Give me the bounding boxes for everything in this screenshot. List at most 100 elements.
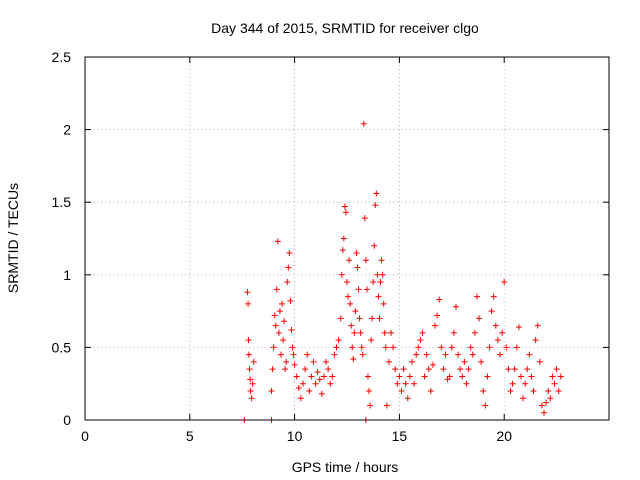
data-point bbox=[373, 190, 380, 197]
data-point bbox=[532, 337, 539, 344]
x-tick-label: 5 bbox=[186, 428, 194, 444]
data-point bbox=[362, 257, 369, 264]
data-point bbox=[517, 373, 524, 380]
data-point bbox=[406, 373, 413, 380]
data-point bbox=[247, 387, 254, 394]
data-point bbox=[345, 293, 352, 300]
data-point bbox=[497, 351, 504, 358]
y-tick-label: 2 bbox=[63, 122, 71, 138]
y-axis-label: SRMTID / TECUs bbox=[5, 183, 21, 293]
data-point bbox=[273, 286, 280, 293]
data-point bbox=[280, 337, 287, 344]
data-point bbox=[337, 315, 344, 322]
data-point bbox=[471, 329, 478, 336]
data-point bbox=[344, 279, 350, 286]
data-point bbox=[480, 387, 487, 394]
data-point bbox=[244, 289, 251, 296]
data-point bbox=[359, 351, 366, 358]
data-point bbox=[316, 376, 323, 383]
data-point bbox=[473, 293, 480, 300]
x-tick-label: 20 bbox=[496, 428, 512, 444]
data-point bbox=[378, 257, 385, 264]
data-point bbox=[327, 380, 334, 387]
data-point bbox=[368, 337, 375, 344]
data-point bbox=[361, 215, 368, 222]
data-point bbox=[347, 300, 354, 307]
data-point bbox=[308, 373, 315, 380]
ticks-layer: 0 5 10 15 20 0 0.5 1 1.5 2 2.5 bbox=[52, 49, 609, 444]
data-point bbox=[357, 329, 364, 336]
data-point bbox=[352, 308, 359, 315]
data-point bbox=[438, 344, 445, 351]
data-point bbox=[367, 402, 374, 409]
data-point bbox=[528, 373, 535, 380]
data-point bbox=[299, 380, 306, 387]
data-point bbox=[388, 329, 395, 336]
data-point bbox=[549, 373, 556, 380]
data-point bbox=[507, 387, 514, 394]
data-point bbox=[329, 373, 336, 380]
data-point bbox=[429, 361, 436, 368]
points-layer bbox=[241, 120, 564, 423]
data-point bbox=[339, 247, 346, 254]
data-point bbox=[413, 351, 420, 358]
data-point bbox=[423, 351, 430, 358]
data-point bbox=[320, 373, 327, 380]
data-point bbox=[249, 380, 256, 387]
data-point bbox=[284, 279, 291, 286]
data-point bbox=[276, 308, 283, 315]
x-tick-label: 15 bbox=[392, 428, 408, 444]
data-point bbox=[411, 380, 418, 387]
data-point bbox=[463, 380, 470, 387]
data-point bbox=[459, 373, 466, 380]
data-point bbox=[269, 366, 276, 373]
data-point bbox=[515, 324, 522, 331]
data-point bbox=[349, 344, 356, 351]
data-point bbox=[543, 399, 550, 406]
data-point bbox=[530, 387, 537, 394]
data-point bbox=[281, 318, 288, 325]
data-point bbox=[246, 366, 253, 373]
data-point bbox=[245, 351, 252, 358]
x-tick-label: 10 bbox=[287, 428, 303, 444]
data-point bbox=[356, 315, 363, 322]
data-point bbox=[291, 361, 298, 368]
data-point bbox=[499, 329, 506, 336]
data-point bbox=[494, 337, 501, 344]
data-point bbox=[277, 351, 284, 358]
y-tick-label: 1.5 bbox=[52, 194, 72, 210]
chart-title: Day 344 of 2015, SRMTID for receiver clg… bbox=[211, 20, 479, 36]
data-point bbox=[331, 351, 338, 358]
data-point bbox=[440, 366, 447, 373]
data-point bbox=[302, 366, 309, 373]
data-point bbox=[380, 300, 387, 307]
data-point bbox=[557, 373, 564, 380]
data-point bbox=[520, 395, 527, 402]
data-point bbox=[398, 387, 405, 394]
data-point bbox=[457, 366, 464, 373]
data-point bbox=[505, 366, 512, 373]
data-point bbox=[348, 322, 355, 329]
data-point bbox=[333, 344, 340, 351]
data-point bbox=[486, 344, 493, 351]
data-point bbox=[376, 315, 383, 322]
data-point bbox=[377, 279, 384, 286]
data-point bbox=[283, 358, 290, 365]
data-point bbox=[312, 380, 319, 387]
data-point bbox=[469, 351, 476, 358]
data-point bbox=[501, 279, 508, 286]
data-point bbox=[425, 366, 432, 373]
data-point bbox=[503, 344, 510, 351]
data-point bbox=[522, 380, 529, 387]
x-tick-label: 0 bbox=[81, 428, 89, 444]
data-point bbox=[314, 369, 321, 376]
data-point bbox=[270, 344, 277, 351]
data-point bbox=[245, 337, 252, 344]
y-tick-label: 1 bbox=[63, 267, 71, 283]
data-point bbox=[293, 373, 300, 380]
data-point bbox=[287, 297, 294, 304]
data-point bbox=[436, 296, 443, 303]
data-point bbox=[524, 366, 531, 373]
data-point bbox=[404, 395, 411, 402]
data-point bbox=[394, 380, 401, 387]
